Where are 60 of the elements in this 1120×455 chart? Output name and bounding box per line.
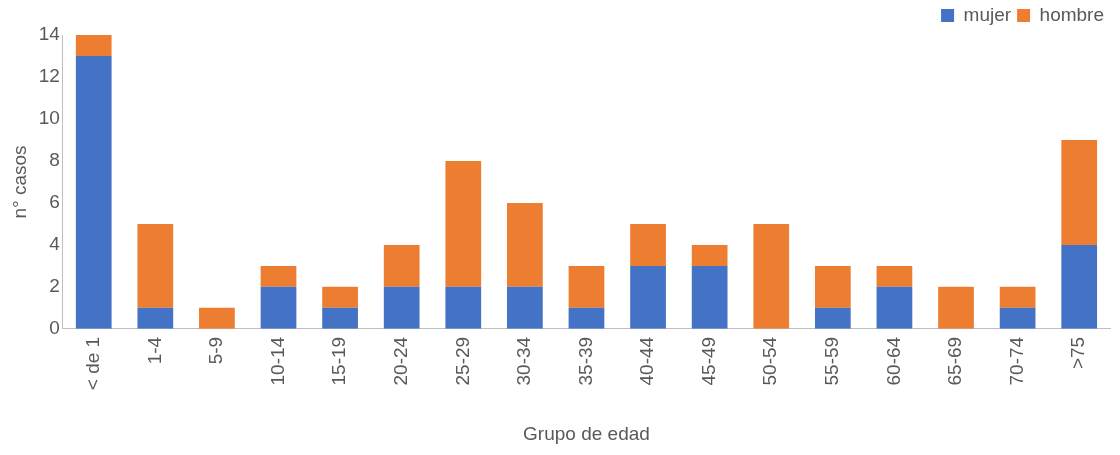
- bar: [568, 265, 605, 308]
- bar: [814, 265, 851, 308]
- bar: [260, 286, 297, 329]
- x-tick-label: >75: [1067, 336, 1089, 370]
- y-tick-label: 2: [49, 275, 60, 297]
- x-tick-label: 40-44: [636, 336, 658, 386]
- bar: [691, 244, 728, 266]
- bar: [938, 286, 974, 329]
- x-tick-label: 60-64: [882, 336, 904, 386]
- legend-label: mujer: [963, 3, 1012, 25]
- bar: [445, 160, 482, 287]
- bar: [137, 307, 174, 329]
- bar: [753, 223, 790, 329]
- x-tick-label: 45-49: [697, 336, 719, 386]
- bar: [1061, 139, 1098, 245]
- y-tick-label: 0: [49, 317, 60, 339]
- y-tick-label: 6: [49, 191, 60, 213]
- bar: [507, 286, 543, 329]
- x-tick-label: < de 1: [81, 336, 103, 391]
- legend-label: hombre: [1039, 3, 1104, 25]
- bar: [568, 307, 605, 329]
- x-tick-label: 50-54: [759, 336, 781, 386]
- bar: [999, 307, 1036, 329]
- y-axis-title: n° casos: [8, 145, 30, 219]
- bar: [383, 244, 420, 287]
- x-tick-label: 25-29: [451, 336, 473, 386]
- x-axis-title: Grupo de edad: [523, 422, 650, 444]
- y-tick-label: 12: [38, 65, 60, 87]
- x-tick-label: 1-4: [143, 336, 165, 365]
- bar: [75, 55, 112, 329]
- bar: [137, 223, 174, 308]
- bar: [630, 265, 666, 329]
- x-tick-label: 10-14: [266, 336, 288, 386]
- bar: [383, 286, 420, 329]
- bar: [75, 35, 112, 56]
- bar: [999, 286, 1036, 308]
- bar: [814, 307, 851, 329]
- bar: [876, 286, 913, 329]
- bar: [507, 202, 543, 287]
- bar: [1061, 244, 1098, 329]
- bar: [199, 307, 235, 329]
- x-tick-label: 15-19: [328, 336, 350, 386]
- x-tick-label: 70-74: [1005, 336, 1027, 386]
- bar: [445, 286, 482, 329]
- x-tick-label: 20-24: [389, 336, 411, 386]
- y-tick-label: 4: [49, 233, 61, 255]
- x-tick-label: 30-34: [513, 336, 535, 386]
- x-tick-label: 55-59: [821, 336, 843, 386]
- y-tick-label: 14: [38, 23, 61, 45]
- y-tick-label: 8: [49, 149, 60, 171]
- y-tick-label: 10: [38, 107, 60, 129]
- x-tick-label: 35-39: [574, 336, 596, 386]
- bar: [876, 265, 913, 287]
- bar: [322, 307, 358, 329]
- bar: [322, 286, 358, 308]
- bar: [691, 265, 728, 329]
- x-tick-label: 65-69: [944, 336, 966, 386]
- bar: [260, 265, 297, 287]
- bar: [630, 223, 666, 266]
- x-tick-label: 5-9: [205, 336, 227, 365]
